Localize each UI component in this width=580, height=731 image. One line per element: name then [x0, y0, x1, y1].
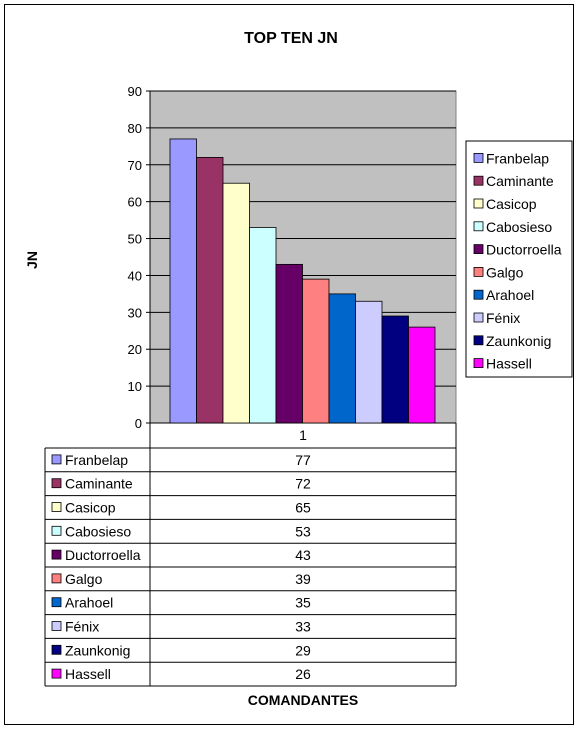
table-series-name: Zaunkonig	[65, 642, 130, 658]
table-swatch	[51, 478, 62, 489]
bar-6	[302, 278, 330, 424]
table-swatch	[51, 597, 62, 608]
table-value: 53	[295, 523, 311, 539]
legend-label: Zaunkonig	[486, 333, 551, 349]
chart: TOP TEN JN JN COMANDANTES 0 10 20 30 40 50 60 7…	[24, 30, 573, 708]
chart-frame: TOP TEN JN JN COMANDANTES 0 10 20 30 40 50 60 7…	[4, 4, 574, 725]
legend-swatch	[473, 175, 484, 186]
table-value: 72	[295, 476, 311, 492]
table-series-name: Galgo	[65, 571, 103, 587]
legend-swatch	[473, 358, 484, 369]
y-tick-label: 0	[135, 416, 142, 431]
legend-label: Caminante	[486, 173, 554, 189]
table-swatch	[51, 573, 62, 584]
y-tick-label: 70	[128, 158, 142, 173]
table-value: 29	[295, 642, 311, 658]
legend-label: Ductorroella	[486, 242, 562, 258]
y-tick-label: 10	[128, 379, 142, 394]
table-series-name: Cabosieso	[65, 523, 131, 539]
bar-2	[196, 156, 224, 424]
legend-swatch	[473, 221, 484, 232]
table-value: 26	[295, 666, 311, 682]
table-swatch	[51, 502, 62, 512]
table-category-header: 1	[299, 427, 307, 443]
legend: Franbelap Caminante Casicop Cabosieso Ductor…	[465, 140, 573, 378]
plot-area: 0 10 20 30 40 50 60 70 80 90	[128, 84, 457, 431]
legend-swatch	[473, 312, 484, 323]
bar-1	[169, 138, 197, 424]
table-value: 33	[295, 619, 311, 635]
bar-9	[381, 315, 409, 424]
legend-swatch	[473, 244, 484, 255]
y-tick-label: 40	[128, 268, 142, 283]
legend-label: Galgo	[486, 264, 524, 280]
y-tick-label: 60	[128, 195, 142, 210]
bar-10	[408, 326, 436, 424]
legend-swatch	[473, 266, 484, 277]
table-series-name: Hassell	[65, 666, 111, 682]
table-value: 35	[295, 595, 311, 611]
table-swatch	[51, 525, 62, 536]
bar-8	[355, 300, 383, 424]
y-tick-label: 30	[128, 305, 142, 320]
table-swatch	[51, 644, 62, 655]
legend-label: Cabosieso	[486, 219, 552, 235]
legend-swatch	[473, 198, 484, 209]
table-series-name: Arahoel	[65, 595, 113, 611]
table-series-name: Franbelap	[65, 452, 128, 468]
bar-7	[328, 293, 356, 424]
table-value: 77	[295, 452, 311, 468]
table-value: 65	[295, 500, 311, 516]
legend-label: Casicop	[486, 196, 537, 212]
table-series-name: Ductorroella	[65, 547, 141, 563]
table-series-name: Caminante	[65, 476, 133, 492]
table-series-name: Casicop	[65, 500, 116, 516]
y-tick-label: 90	[128, 84, 142, 99]
legend-swatch	[473, 152, 484, 163]
table-swatch	[51, 549, 62, 560]
x-axis-title: COMANDANTES	[248, 692, 358, 708]
y-tick-label: 20	[128, 342, 142, 357]
y-axis-title: JN	[24, 251, 40, 269]
y-tick-label: 80	[128, 121, 142, 136]
chart-title: TOP TEN JN	[244, 30, 338, 47]
legend-box	[465, 140, 573, 378]
legend-label: Fénix	[486, 310, 520, 326]
legend-swatch	[473, 289, 484, 300]
legend-label: Franbelap	[486, 150, 549, 166]
bar-4	[249, 227, 277, 424]
bar-3	[222, 182, 250, 424]
legend-label: Arahoel	[486, 287, 534, 303]
table-swatch	[51, 668, 62, 679]
table-swatch	[51, 454, 62, 465]
data-table: 1 Franbelap 77 Caminante 72 Casicop 65 Cabosies…	[44, 423, 457, 687]
bar-5	[275, 263, 303, 424]
table-swatch	[51, 621, 62, 631]
y-tick-label: 50	[128, 232, 142, 247]
legend-label: Hassell	[486, 356, 532, 372]
table-value: 39	[295, 571, 311, 587]
table-series-name: Fénix	[65, 619, 99, 635]
legend-swatch	[473, 335, 484, 346]
table-value: 43	[295, 547, 311, 563]
